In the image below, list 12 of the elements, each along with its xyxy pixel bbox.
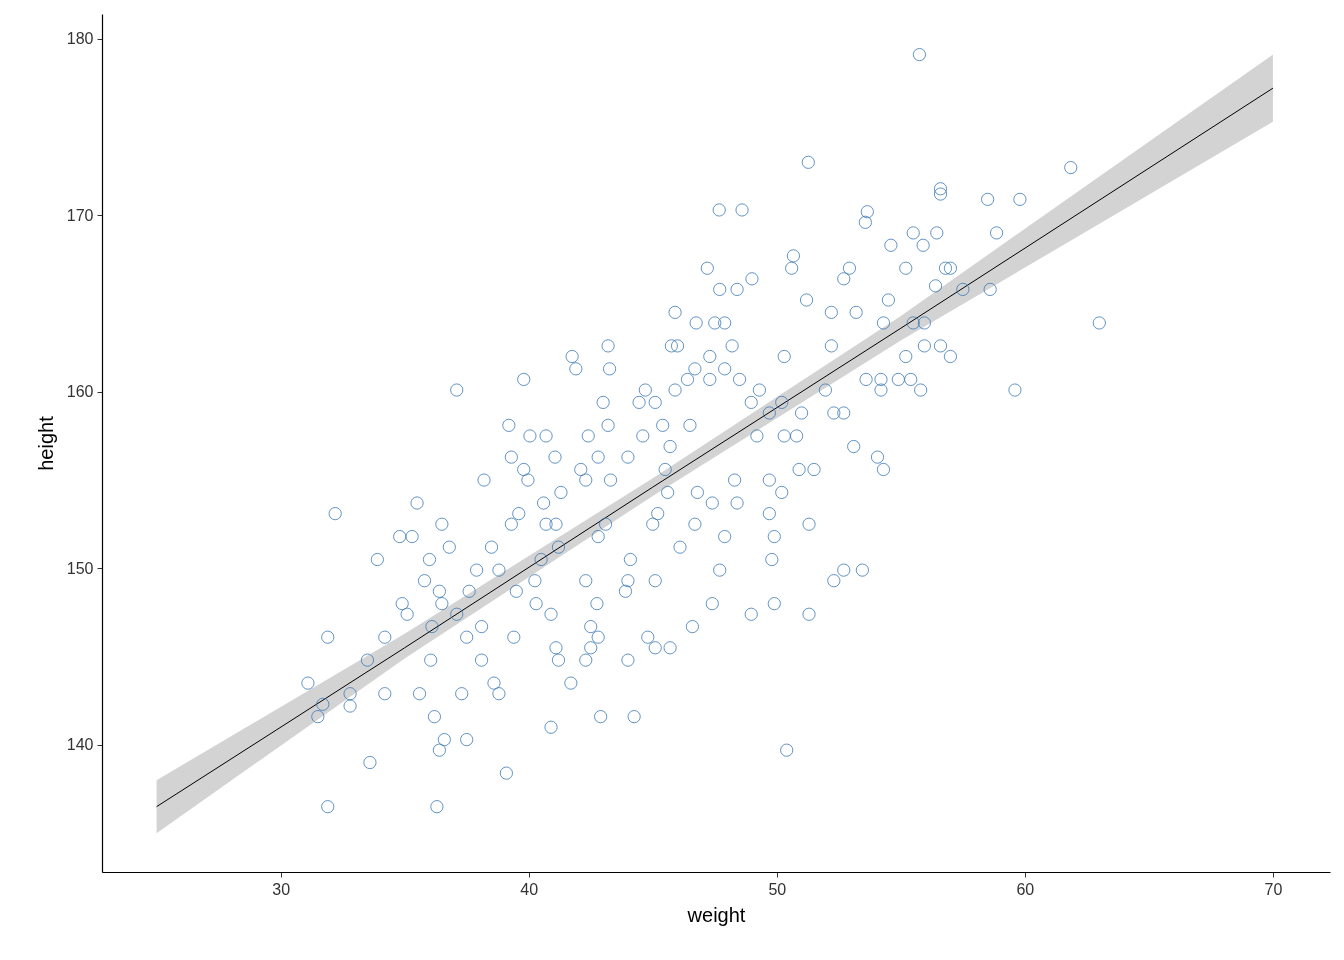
x-tick-label: 40	[520, 880, 539, 898]
x-axis-title: weight	[686, 903, 746, 926]
x-tick-label: 70	[1264, 880, 1283, 898]
y-axis-title: height	[34, 415, 57, 471]
y-tick-label: 150	[66, 559, 94, 577]
x-tick-label: 50	[768, 880, 787, 898]
x-tick-label: 60	[1016, 880, 1035, 898]
x-tick-label: 30	[272, 880, 291, 898]
y-tick-label: 170	[66, 206, 94, 224]
y-tick-label: 160	[66, 383, 94, 401]
y-tick-label: 140	[66, 736, 94, 754]
y-tick-label: 180	[66, 30, 94, 48]
